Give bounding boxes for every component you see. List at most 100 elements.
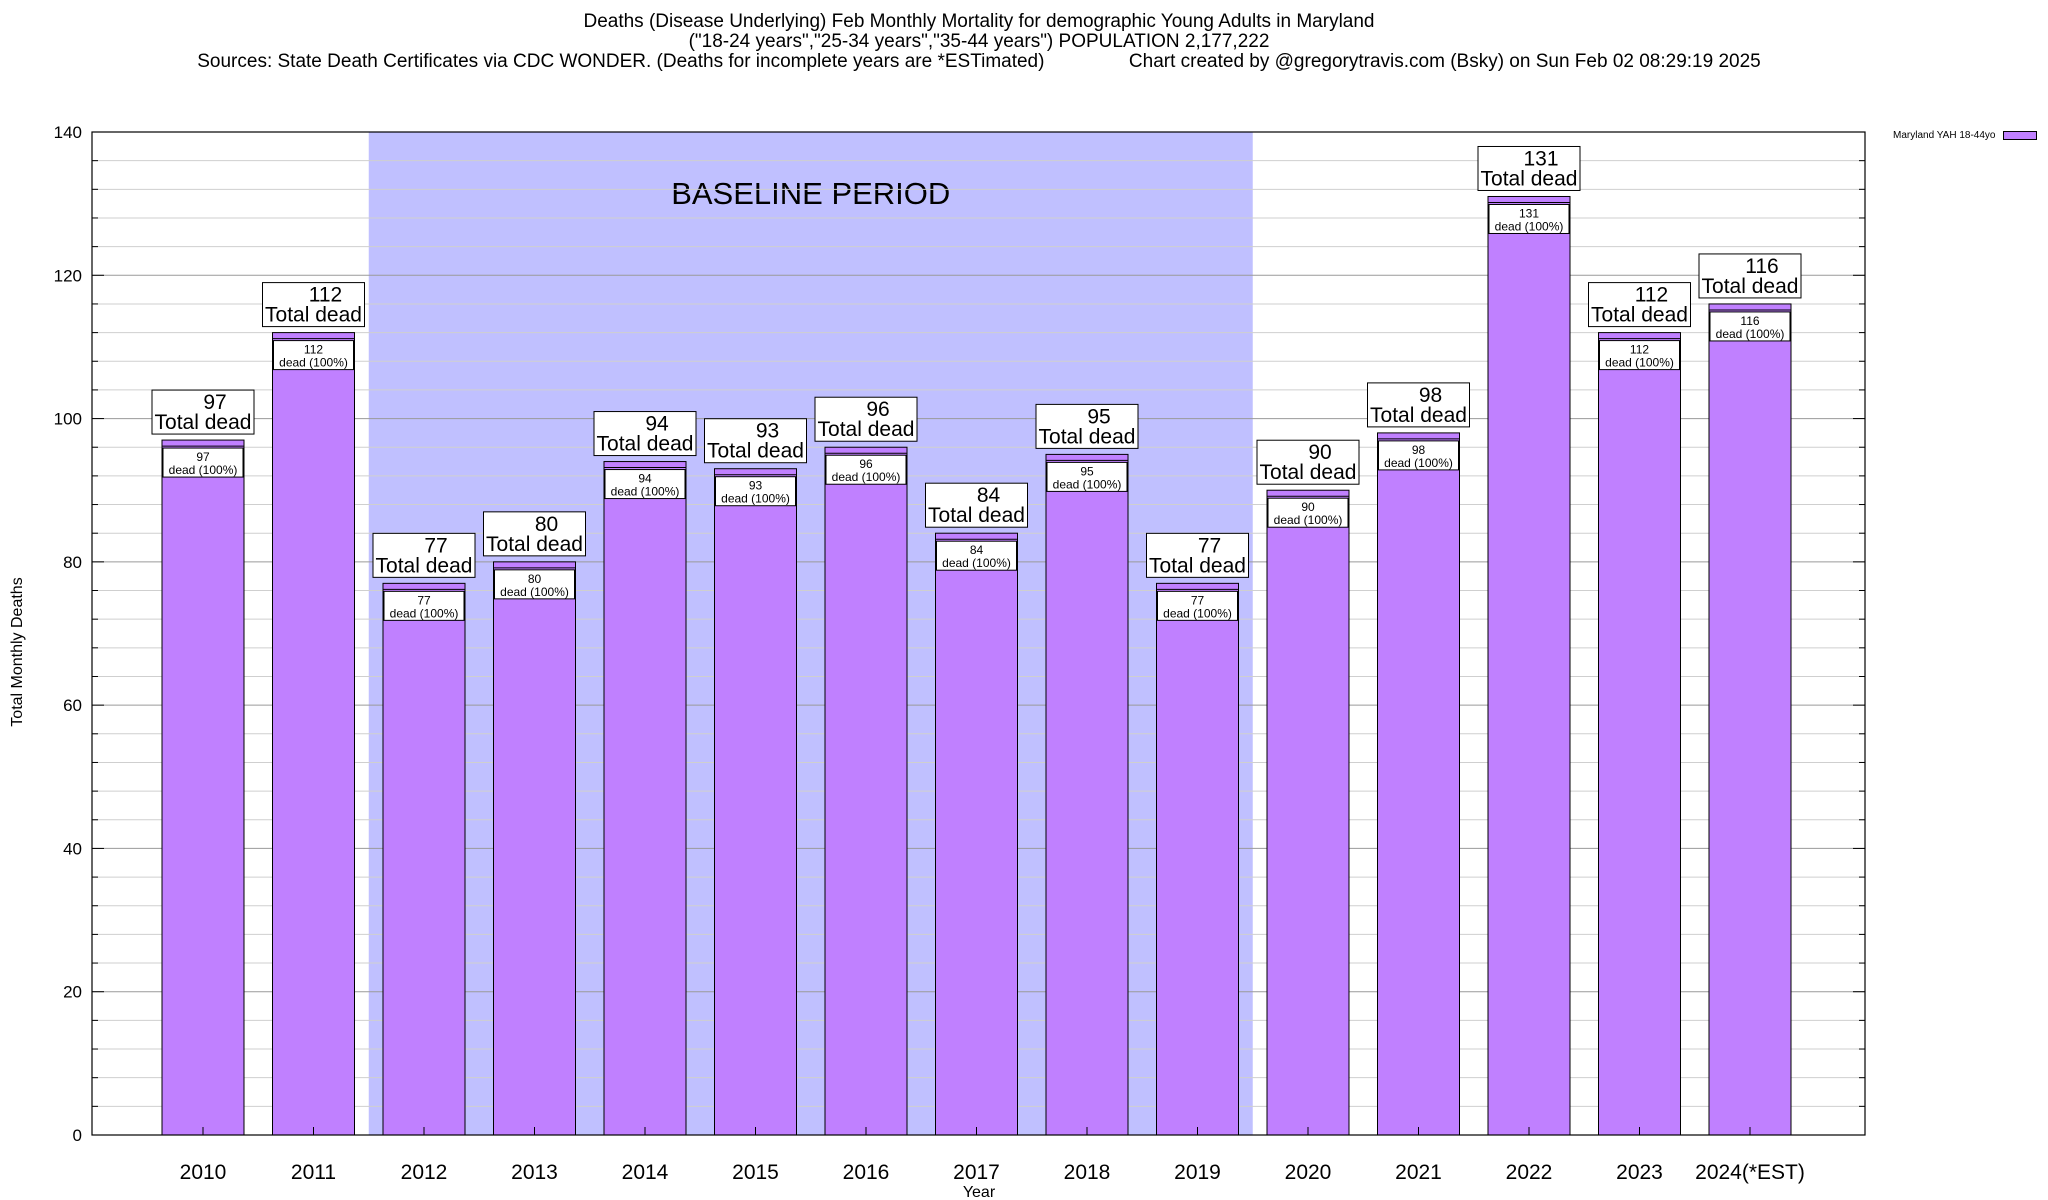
top-label-box bbox=[1146, 532, 1249, 578]
bar bbox=[493, 561, 576, 1136]
inner-label-text: dead (100%) bbox=[1163, 606, 1232, 620]
top-label-box bbox=[1367, 382, 1470, 428]
bar bbox=[272, 332, 355, 1136]
bar bbox=[1598, 332, 1681, 1136]
top-label-text: Total dead bbox=[376, 554, 473, 577]
x-tick-label: 2017 bbox=[953, 1161, 1000, 1184]
top-label-box bbox=[483, 511, 586, 557]
top-label-box bbox=[151, 389, 255, 435]
bar bbox=[161, 439, 245, 1136]
top-label-value: 96 bbox=[866, 398, 889, 421]
top-label-box bbox=[925, 482, 1028, 528]
bar bbox=[824, 446, 908, 1136]
y-tick-label: 20 bbox=[63, 983, 82, 1002]
inner-label-value: 80 bbox=[528, 572, 542, 586]
inner-label-box bbox=[825, 454, 907, 485]
x-tick-label: 2011 bbox=[291, 1161, 336, 1184]
x-axis-label: Year bbox=[963, 1184, 996, 1200]
top-label-value: 97 bbox=[203, 391, 226, 414]
x-tick-label: 2014 bbox=[622, 1161, 669, 1184]
bar bbox=[714, 468, 797, 1136]
top-label-value: 90 bbox=[1308, 441, 1331, 464]
top-label-text: Total dead bbox=[1481, 167, 1578, 190]
inner-label-value: 94 bbox=[638, 472, 652, 486]
x-tick-label: 2021 bbox=[1395, 1161, 1442, 1184]
inner-label-value: 97 bbox=[196, 450, 210, 464]
y-tick-label: 40 bbox=[63, 839, 82, 858]
bar bbox=[1156, 582, 1239, 1136]
inner-label-box bbox=[1157, 590, 1238, 621]
inner-label-box bbox=[715, 476, 796, 507]
top-label-text: Total dead bbox=[818, 418, 915, 441]
bar bbox=[382, 582, 466, 1136]
inner-label-box bbox=[1709, 311, 1791, 342]
inner-label-box bbox=[1267, 497, 1349, 528]
top-label-box bbox=[1698, 253, 1802, 299]
inner-label-value: 112 bbox=[304, 343, 323, 357]
inner-label-text: dead (100%) bbox=[1053, 477, 1122, 491]
inner-label-value: 131 bbox=[1519, 206, 1539, 220]
y-tick-label: 60 bbox=[63, 696, 82, 715]
top-label-box bbox=[1256, 439, 1360, 485]
top-label-box bbox=[262, 282, 365, 328]
legend: Maryland YAH 18-44yo bbox=[1893, 130, 2038, 141]
inner-label-text: dead (100%) bbox=[1274, 513, 1343, 527]
inner-label-text: dead (100%) bbox=[390, 606, 459, 620]
y-tick-label: 0 bbox=[73, 1126, 82, 1145]
inner-label-text: dead (100%) bbox=[500, 585, 569, 599]
inner-label-value: 90 bbox=[1301, 500, 1315, 514]
x-tick-label: 2022 bbox=[1506, 1161, 1553, 1184]
inner-label-value: 116 bbox=[1740, 314, 1759, 328]
y-tick-label: 100 bbox=[54, 410, 82, 429]
x-tick-label: 2015 bbox=[732, 1161, 779, 1184]
top-label-text: Total dead bbox=[707, 440, 804, 463]
top-label-box bbox=[1035, 403, 1139, 449]
inner-label-text: dead (100%) bbox=[1605, 356, 1674, 370]
inner-label-text: dead (100%) bbox=[832, 470, 901, 484]
top-label-text: Total dead bbox=[1149, 554, 1246, 577]
top-label-box bbox=[593, 411, 697, 457]
y-tick-label: 140 bbox=[54, 123, 82, 142]
y-tick-label: 120 bbox=[54, 266, 82, 285]
y-tick-label: 80 bbox=[63, 553, 82, 572]
top-label-text: Total dead bbox=[155, 411, 252, 434]
top-label-value: 77 bbox=[424, 534, 447, 557]
x-tick-label: 2013 bbox=[511, 1161, 558, 1184]
inner-label-value: 112 bbox=[1630, 343, 1649, 357]
legend-swatch bbox=[2003, 131, 2038, 140]
top-label-value: 80 bbox=[535, 513, 558, 536]
top-label-text: Total dead bbox=[265, 304, 362, 327]
chart-title-block: Deaths (Disease Underlying) Feb Monthly … bbox=[0, 12, 1958, 72]
top-label-text: Total dead bbox=[1370, 404, 1467, 427]
top-label-box bbox=[372, 532, 476, 578]
top-label-value: 116 bbox=[1745, 255, 1778, 278]
bar bbox=[1377, 432, 1460, 1136]
top-label-text: Total dead bbox=[486, 533, 583, 556]
chart-subtitle: ("18-24 years","25-34 years","35-44 year… bbox=[688, 31, 1270, 52]
inner-label-box bbox=[936, 540, 1017, 571]
bar bbox=[603, 461, 687, 1136]
inner-label-text: dead (100%) bbox=[611, 485, 680, 499]
top-label-box bbox=[704, 418, 807, 464]
bar bbox=[1045, 453, 1129, 1136]
x-tick-label: 2016 bbox=[843, 1161, 890, 1184]
top-label-box bbox=[1588, 282, 1691, 328]
inner-label-box bbox=[604, 469, 686, 500]
inner-label-text: dead (100%) bbox=[169, 463, 238, 477]
inner-label-box bbox=[494, 569, 575, 600]
top-label-text: Total dead bbox=[928, 504, 1025, 527]
x-tick-label: 2019 bbox=[1174, 1161, 1221, 1184]
top-label-value: 77 bbox=[1198, 534, 1221, 557]
x-tick-label: 2012 bbox=[401, 1161, 448, 1184]
x-tick-label: 2024(*EST) bbox=[1695, 1161, 1805, 1184]
inner-label-box bbox=[383, 590, 465, 621]
inner-label-value: 77 bbox=[1191, 593, 1205, 607]
top-label-text: Total dead bbox=[1260, 461, 1357, 484]
inner-label-box bbox=[1378, 440, 1459, 471]
x-tick-label: 2023 bbox=[1616, 1161, 1663, 1184]
baseline-period-label: BASELINE PERIOD bbox=[671, 176, 950, 211]
top-label-text: Total dead bbox=[597, 433, 694, 456]
inner-label-box bbox=[1046, 461, 1128, 492]
top-label-value: 95 bbox=[1087, 405, 1110, 428]
